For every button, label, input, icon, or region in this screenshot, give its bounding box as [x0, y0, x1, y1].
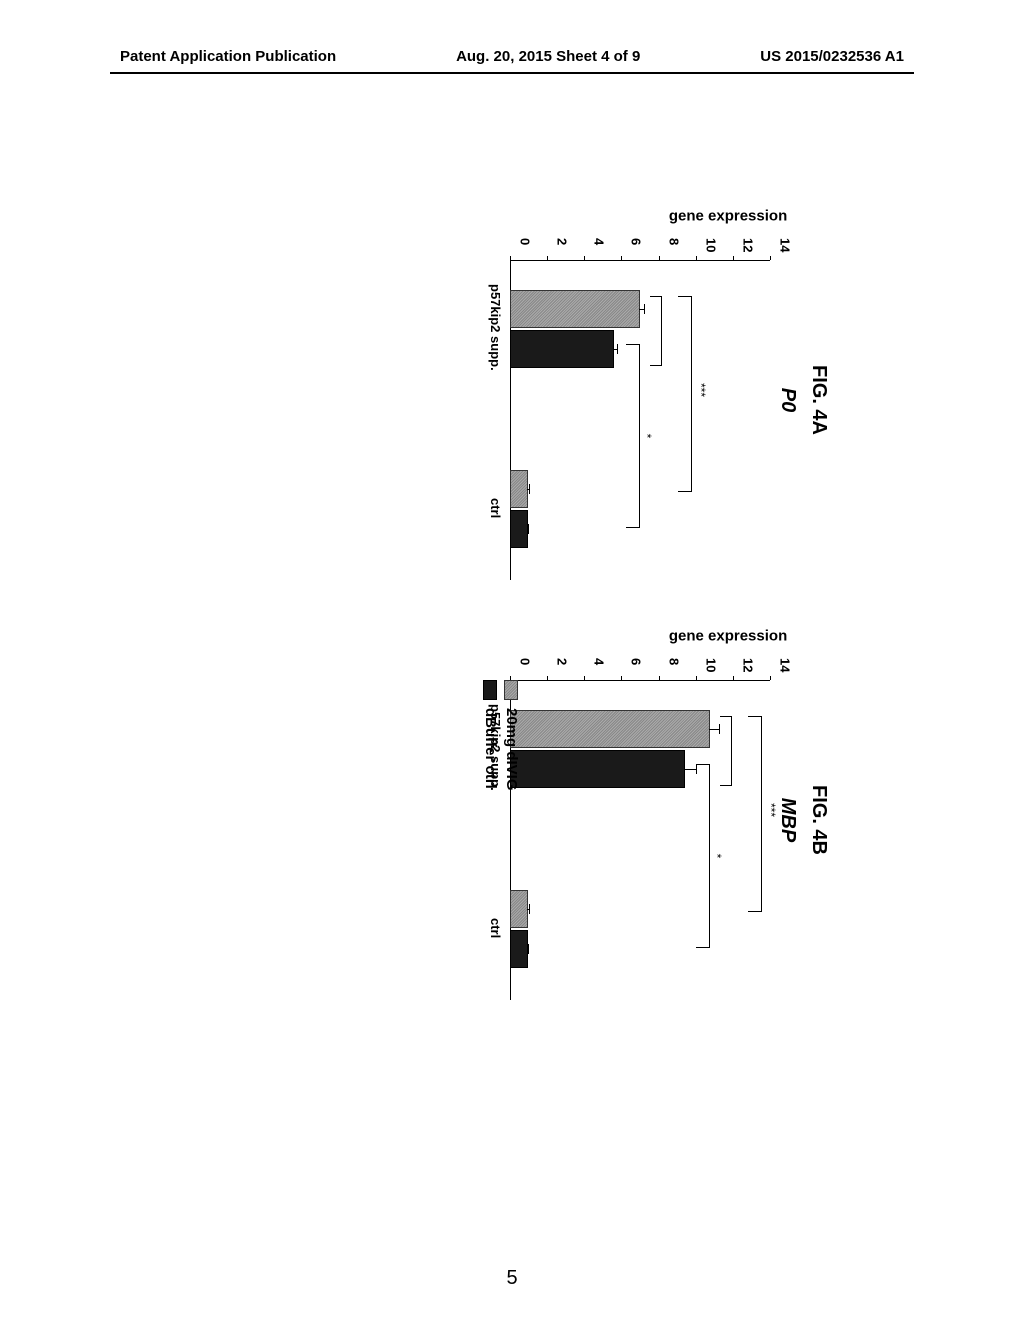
y-tick-label: 0 — [518, 238, 533, 245]
bar-g2-light — [510, 470, 528, 508]
y-tick-label: 14 — [778, 238, 793, 252]
y-tick-mark — [584, 676, 585, 680]
header-left: Patent Application Publication — [120, 48, 336, 65]
y-tick-mark — [621, 256, 622, 260]
header-rule — [110, 72, 914, 74]
y-tick-mark — [547, 676, 548, 680]
header-right: US 2015/0232536 A1 — [760, 48, 904, 65]
y-tick-mark — [659, 256, 660, 260]
y-tick-mark — [733, 676, 734, 680]
sig-label-dk: * — [640, 426, 654, 446]
legend-item: dBuffer ctrl — [482, 680, 499, 791]
x-label-g2: ctrl — [488, 918, 503, 938]
page-number: 5 — [506, 1267, 517, 1290]
chart-fig4a: FIG. 4A P0 gene expression — [490, 220, 830, 580]
y-tick-label: 4 — [592, 658, 607, 665]
legend-item: 20mg dIVIG — [503, 680, 520, 791]
sig-label-dk: * — [710, 846, 724, 866]
sig-label-main: *** — [694, 370, 708, 410]
y-tick-mark — [659, 676, 660, 680]
fig-label-4a: FIG. 4A — [807, 220, 830, 580]
y-tick-label: 10 — [703, 658, 718, 672]
y-tick-label: 4 — [592, 238, 607, 245]
chart-title-mbp: MBP — [776, 640, 799, 1000]
y-tick-mark — [510, 256, 511, 260]
sig-label-main: *** — [764, 790, 778, 830]
y-axis-label: gene expression — [669, 628, 787, 645]
y-tick-label: 12 — [740, 658, 755, 672]
y-tick-label: 0 — [518, 658, 533, 665]
y-axis-label: gene expression — [669, 208, 787, 225]
bar-g2-dark — [510, 510, 528, 548]
bar-g1-dark — [510, 750, 685, 788]
y-tick-mark — [584, 256, 585, 260]
y-tick-label: 6 — [629, 658, 644, 665]
figure-area: FIG. 4A P0 gene expression — [160, 190, 860, 1030]
bar-g1-dark — [510, 330, 614, 368]
chart-title-p0: P0 — [776, 220, 799, 580]
legend-swatch-dark — [484, 680, 498, 700]
bar-g1-light — [510, 710, 710, 748]
y-tick-label: 8 — [666, 658, 681, 665]
header-center: Aug. 20, 2015 Sheet 4 of 9 — [456, 48, 640, 65]
bar-g1-light — [510, 290, 640, 328]
bar-g2-dark — [510, 930, 528, 968]
sig-bracket-outer-lt — [748, 716, 762, 912]
y-tick-mark — [621, 676, 622, 680]
y-tick-label: 2 — [555, 238, 570, 245]
fig-label-4b: FIG. 4B — [807, 640, 830, 1000]
y-tick-label: 2 — [555, 658, 570, 665]
sig-bracket-inner — [650, 296, 662, 366]
y-tick-mark — [696, 256, 697, 260]
page-header: Patent Application Publication Aug. 20, … — [0, 48, 1024, 65]
y-tick-mark — [547, 256, 548, 260]
sig-bracket-dk — [626, 344, 640, 528]
y-tick-label: 8 — [666, 238, 681, 245]
legend-label: dBuffer ctrl — [482, 708, 499, 789]
y-tick-mark — [696, 676, 697, 680]
legend-swatch-light — [505, 680, 519, 700]
sig-bracket-outer-lt — [678, 296, 692, 492]
plot-area-b: gene expression p57kip2 supp. ctrl ** — [490, 680, 770, 1000]
y-axis — [510, 680, 770, 681]
sig-bracket-inner — [720, 716, 732, 786]
chart-fig4b: FIG. 4B MBP gene expression p57kip2 — [490, 640, 830, 1000]
y-tick-label: 12 — [740, 238, 755, 252]
y-tick-mark — [733, 256, 734, 260]
y-tick-label: 14 — [778, 658, 793, 672]
y-tick-mark — [770, 256, 771, 260]
sig-bracket-dk — [696, 764, 710, 948]
y-tick-label: 6 — [629, 238, 644, 245]
legend: 20mg dIVIG dBuffer ctrl — [478, 680, 520, 791]
x-label-g1: p57kip2 supp. — [488, 284, 503, 371]
bar-g2-light — [510, 890, 528, 928]
x-label-g2: ctrl — [488, 498, 503, 518]
y-axis — [510, 260, 770, 261]
plot-area-a: gene expression p57kip2 supp. ctrl — [490, 260, 770, 580]
legend-label: 20mg dIVIG — [503, 708, 520, 791]
y-tick-mark — [770, 676, 771, 680]
y-tick-label: 10 — [703, 238, 718, 252]
